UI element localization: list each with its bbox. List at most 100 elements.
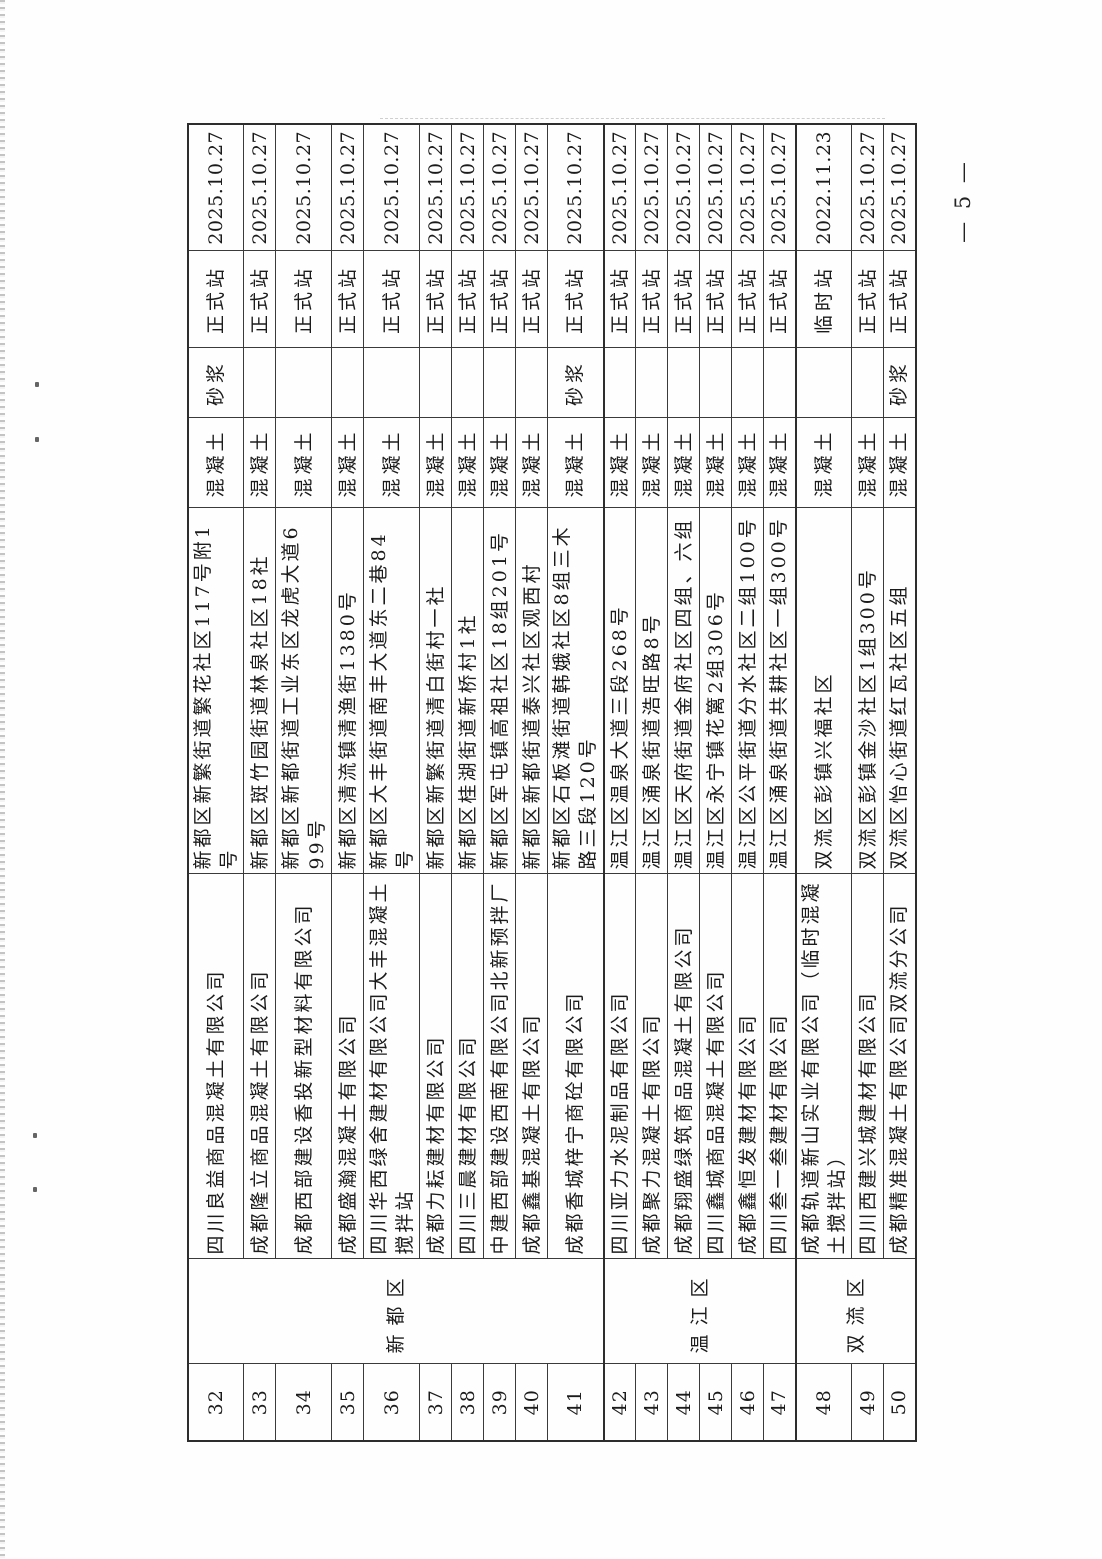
station-type-cell: 正式站 — [731, 251, 764, 348]
address-cell: 双流区彭镇兴福社区 — [795, 508, 852, 874]
table-row: 32 新都区 四川良益商品混凝土有限公司 新都区新繁街道繁花社区117号附1号 混凝土砂… — [188, 124, 604, 1441]
table-row: 47 四川叁一叁建材有限公司 温江区涌泉街道共耕社区一组300号 混凝土 正式站 2025… — [763, 124, 796, 1441]
mortar-type-cell — [699, 348, 732, 418]
mortar-type-cell — [275, 348, 332, 418]
station-type-cell: 正式站 — [363, 251, 420, 348]
table-row: 45 四川鑫城商品混凝土有限公司 温江区永宁镇花篱2组306号 混凝土 正式站 2025.… — [699, 124, 732, 1441]
row-number-cell: 46 — [731, 1364, 764, 1441]
row-number-cell: 38 — [451, 1364, 484, 1441]
station-type-cell: 正式站 — [188, 251, 244, 348]
concrete-type-cell: 混凝土 — [635, 418, 668, 508]
station-type-cell: 正式站 — [883, 251, 916, 348]
concrete-type-cell: 混凝土 — [795, 418, 852, 508]
date-cell: 2025.10.27 — [363, 124, 420, 251]
table-row: 37 成都力耘建材有限公司 新都区新繁街道清白街村一社 混凝土 正式站 2025.10.2… — [419, 124, 452, 1441]
concrete-type-cell: 混凝土 — [483, 418, 516, 508]
district-cell: 双流区 — [795, 1259, 916, 1364]
concrete-type-cell: 混凝土 — [243, 418, 276, 508]
company-name-cell: 四川良益商品混凝土有限公司 — [188, 874, 244, 1259]
table-row: 35 成都盛瀚混凝土有限公司 新都区清流镇清渔街1380号 混凝土 正式站 2025.10… — [331, 124, 364, 1441]
batching-stations-table: 32 新都区 四川良益商品混凝土有限公司 新都区新繁街道繁花社区117号附1号 混凝土砂… — [187, 123, 917, 1442]
row-number-cell: 40 — [515, 1364, 548, 1441]
address-cell: 新都区清流镇清渔街1380号 — [331, 508, 364, 874]
company-name-cell: 成都盛瀚混凝土有限公司 — [331, 874, 364, 1259]
company-name-cell: 成都聚力混凝土有限公司 — [635, 874, 668, 1259]
date-cell: 2025.10.27 — [243, 124, 276, 251]
mortar-type-cell — [635, 348, 668, 418]
company-name-cell: 中建西部建设西南有限公司北新预拌厂 — [483, 874, 516, 1259]
mortar-type-cell — [243, 348, 276, 418]
company-name-cell: 成都鑫基混凝土有限公司 — [515, 874, 548, 1259]
date-cell: 2025.10.27 — [275, 124, 332, 251]
concrete-type-cell: 混凝土 — [547, 418, 604, 508]
mortar-type-cell — [483, 348, 516, 418]
address-cell: 温江区天府街道金府社区四组、六组 — [667, 508, 700, 874]
station-type-cell: 正式站 — [763, 251, 796, 348]
row-number-cell: 39 — [483, 1364, 516, 1441]
row-number-cell: 41 — [547, 1364, 604, 1441]
concrete-type-cell: 混凝土 — [188, 418, 244, 508]
mortar-type-cell — [363, 348, 420, 418]
concrete-type-cell: 混凝土 — [667, 418, 700, 508]
date-cell: 2025.10.27 — [635, 124, 668, 251]
date-cell: 2025.10.27 — [547, 124, 604, 251]
table-row: 48 双流区 成都轨道新山实业有限公司（临时混凝土搅拌站） 双流区彭镇兴福社区 混凝土 临… — [795, 124, 916, 1441]
date-cell: 2025.10.27 — [603, 124, 636, 251]
address-cell: 新都区大丰街道南丰大道东二巷84号 — [363, 508, 420, 874]
date-cell: 2025.10.27 — [667, 124, 700, 251]
row-number-cell: 48 — [795, 1364, 852, 1441]
mortar-type-cell: 砂浆 — [188, 348, 244, 418]
table-row: 44 成都翔盛绿筑商品混凝土有限公司 温江区天府街道金府社区四组、六组 混凝土 正式站 2… — [667, 124, 700, 1441]
concrete-type-cell: 混凝土 — [763, 418, 796, 508]
address-cell: 新都区新繁街道清白街村一社 — [419, 508, 452, 874]
mortar-type-cell — [851, 348, 884, 418]
mortar-type-cell — [603, 348, 636, 418]
row-number-cell: 36 — [363, 1364, 420, 1441]
scan-speck-artifact — [33, 1187, 37, 1192]
address-cell: 温江区温泉大道三段268号 — [603, 508, 636, 874]
row-number-cell: 45 — [699, 1364, 732, 1441]
table-row: 42 温江区 四川亚力水泥制品有限公司 温江区温泉大道三段268号 混凝土 正式站 2025… — [603, 124, 796, 1441]
concrete-type-cell: 混凝土 — [731, 418, 764, 508]
company-name-cell: 成都隆立商品混凝土有限公司 — [243, 874, 276, 1259]
mortar-type-cell — [331, 348, 364, 418]
station-type-cell: 临时站 — [795, 251, 852, 348]
row-number-cell: 43 — [635, 1364, 668, 1441]
mortar-type-cell: 砂浆 — [883, 348, 916, 418]
scan-speck-artifact — [35, 437, 39, 442]
row-number-cell: 35 — [331, 1364, 364, 1441]
table-row: 36 四川华西绿舍建材有限公司大丰混凝土搅拌站 新都区大丰街道南丰大道东二巷84号混… — [363, 124, 420, 1441]
concrete-type-cell: 混凝土 — [363, 418, 420, 508]
date-cell: 2025.10.27 — [699, 124, 732, 251]
station-type-cell: 正式站 — [275, 251, 332, 348]
scan-edge-artifact — [0, 0, 5, 1559]
row-number-cell: 49 — [851, 1364, 884, 1441]
date-cell: 2025.10.27 — [883, 124, 916, 251]
station-type-cell: 正式站 — [667, 251, 700, 348]
address-cell: 温江区涌泉街道浩旺路8号 — [635, 508, 668, 874]
concrete-type-cell: 混凝土 — [451, 418, 484, 508]
address-cell: 双流区彭镇金沙社区1组300号 — [851, 508, 884, 874]
address-cell: 双流区怡心街道红瓦社区五组 — [883, 508, 916, 874]
concrete-type-cell: 混凝土 — [603, 418, 636, 508]
concrete-type-cell: 混凝土 — [515, 418, 548, 508]
address-cell: 新都区军屯镇高祖社区18组201号 — [483, 508, 516, 874]
table-row: 43 成都聚力混凝土有限公司 温江区涌泉街道浩旺路8号 混凝土 正式站 2025.10.2… — [635, 124, 668, 1441]
date-cell: 2022.11.23 — [795, 124, 852, 251]
address-cell: 新都区石板滩街道韩娥社区8组三木路三段120号 — [547, 508, 604, 874]
station-type-cell: 正式站 — [451, 251, 484, 348]
station-type-cell: 正式站 — [515, 251, 548, 348]
company-name-cell: 四川西建兴城建材有限公司 — [851, 874, 884, 1259]
station-type-cell: 正式站 — [331, 251, 364, 348]
row-number-cell: 37 — [419, 1364, 452, 1441]
address-cell: 新都区新都街道工业东区龙虎大道699号 — [275, 508, 332, 874]
mortar-type-cell: 砂浆 — [547, 348, 604, 418]
row-number-cell: 33 — [243, 1364, 276, 1441]
page-number: — 5 — — [951, 159, 975, 243]
table-row: 40 成都鑫基混凝土有限公司 新都区新都街道泰兴社区观西村 混凝土 正式站 2025.10… — [515, 124, 548, 1441]
station-type-cell: 正式站 — [483, 251, 516, 348]
row-number-cell: 50 — [883, 1364, 916, 1441]
company-name-cell: 成都力耘建材有限公司 — [419, 874, 452, 1259]
mortar-type-cell — [795, 348, 852, 418]
company-name-cell: 成都精准混凝土有限公司双流分公司 — [883, 874, 916, 1259]
